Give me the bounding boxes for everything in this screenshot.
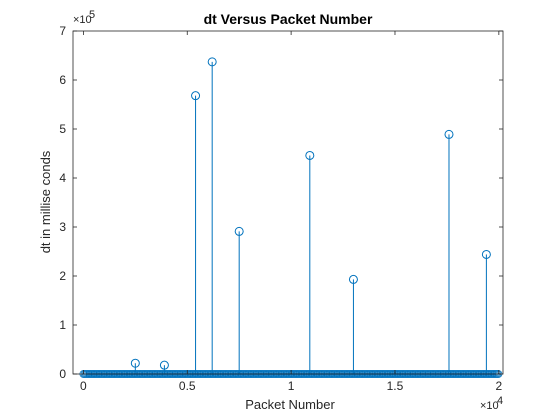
x-exponent-power: 4 bbox=[497, 395, 503, 407]
plot-background bbox=[73, 31, 503, 374]
x-tick-label: 1.5 bbox=[387, 379, 404, 393]
stem-point bbox=[348, 274, 358, 374]
y-exponent-label: ×10 5 bbox=[73, 9, 95, 26]
y-tick-label: 0 bbox=[59, 367, 66, 381]
stem-point bbox=[481, 249, 491, 374]
x-tick-label: 1 bbox=[288, 379, 295, 393]
x-exponent-base: ×10 bbox=[480, 400, 499, 412]
stem-point bbox=[130, 358, 140, 374]
stems bbox=[130, 57, 491, 374]
stem-point bbox=[444, 129, 454, 374]
y-exponent-power: 5 bbox=[89, 9, 95, 21]
stem-point bbox=[159, 360, 169, 374]
y-tick-label: 4 bbox=[59, 171, 66, 185]
x-exponent-label: ×10 4 bbox=[480, 395, 503, 412]
stem-marker bbox=[207, 57, 217, 67]
stem-marker bbox=[191, 91, 201, 101]
y-axis-label: dt in millise conds bbox=[38, 150, 53, 253]
y-tick-label: 5 bbox=[59, 122, 66, 136]
x-tick-label: 0 bbox=[80, 379, 87, 393]
stem-point bbox=[305, 150, 315, 374]
stem-marker bbox=[234, 226, 244, 236]
stem-marker bbox=[348, 274, 358, 284]
y-tick-label: 1 bbox=[59, 318, 66, 332]
stem-point bbox=[191, 91, 201, 374]
stem-marker bbox=[481, 249, 491, 259]
x-axis-ticks: 0 0.5 1 1.5 2 bbox=[80, 31, 503, 393]
stem-marker bbox=[130, 358, 140, 368]
y-tick-label: 3 bbox=[59, 220, 66, 234]
x-tick-label: 0.5 bbox=[179, 379, 196, 393]
y-tick-label: 7 bbox=[59, 24, 66, 38]
y-exponent-base: ×10 bbox=[73, 14, 92, 26]
stem-point bbox=[207, 57, 217, 374]
x-axis-label: Packet Number bbox=[245, 397, 335, 412]
chart-title: dt Versus Packet Number bbox=[204, 11, 373, 27]
plot-box bbox=[72, 30, 504, 375]
stem-marker bbox=[444, 129, 454, 139]
y-tick-label: 2 bbox=[59, 269, 66, 283]
y-tick-label: 6 bbox=[59, 73, 66, 87]
stem-point bbox=[234, 226, 244, 374]
y-axis-ticks: 0 1 2 3 4 5 6 7 bbox=[59, 24, 503, 381]
x-tick-label: 2 bbox=[496, 379, 503, 393]
stem-marker bbox=[159, 360, 169, 370]
stem-marker bbox=[305, 150, 315, 160]
